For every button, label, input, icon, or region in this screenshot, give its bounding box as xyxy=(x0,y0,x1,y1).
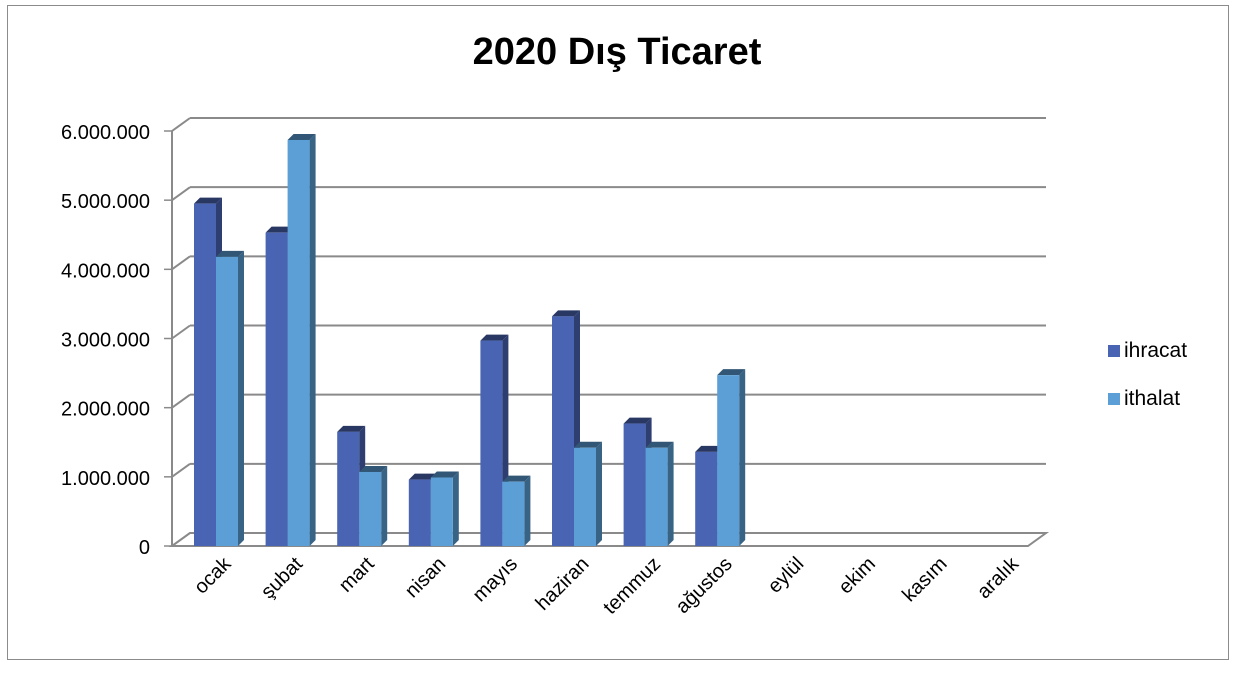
bar-side xyxy=(596,441,602,546)
x-tick-label: ekim xyxy=(835,553,880,598)
bar-front xyxy=(359,471,382,546)
bar-top xyxy=(337,425,366,432)
bar-front xyxy=(337,431,360,546)
legend-label: ihracat xyxy=(1124,339,1187,362)
bar-side xyxy=(667,441,674,546)
x-tick-label: eylül xyxy=(764,553,809,598)
bar-front xyxy=(287,139,310,546)
bar-front xyxy=(552,316,574,546)
y-axis-tick-labels: 0 1.000.000 2.000.000 3.000.000 4.000.000 5.0… xyxy=(61,122,150,559)
bar-ithalat-haziran xyxy=(574,441,602,546)
side-gridline xyxy=(171,117,191,132)
y-tick-label: 2.000.000 xyxy=(61,399,150,421)
bar-ithalat-mart xyxy=(359,465,388,546)
bar-ithalat-nisan xyxy=(430,471,459,546)
bar-top xyxy=(265,226,294,233)
bar-side xyxy=(309,133,316,546)
bar-side xyxy=(238,250,244,546)
bar-side xyxy=(739,369,746,546)
x-tick-label: mayıs xyxy=(469,553,522,606)
legend-item-ihracat: ihracat xyxy=(1108,339,1187,362)
bars xyxy=(194,133,746,547)
bar-front xyxy=(430,477,453,546)
bar-ithalat-ağustos xyxy=(717,369,746,546)
bar-front xyxy=(480,340,503,546)
bar-ithalat-şubat xyxy=(287,133,316,546)
bar-top xyxy=(623,417,652,424)
x-tick-label: aralık xyxy=(973,552,1024,603)
bar-top xyxy=(695,445,724,452)
gridlines xyxy=(164,117,1050,547)
x-tick-label: nisan xyxy=(401,553,450,602)
x-axis-tick-labels: ocak şubat mart nisan mayıs haziran temmuz ağus… xyxy=(190,552,1024,619)
legend-label: ithalat xyxy=(1124,387,1180,410)
bar-front xyxy=(645,447,668,546)
bar-top xyxy=(645,441,674,448)
x-tick-label: temmuz xyxy=(599,553,665,619)
bar-top xyxy=(216,250,244,257)
bar-top xyxy=(408,473,437,480)
side-gridline xyxy=(171,393,191,409)
legend-swatch xyxy=(1108,345,1120,357)
y-tick-label: 3.000.000 xyxy=(61,330,150,352)
bar-top xyxy=(717,369,746,376)
legend-swatch xyxy=(1108,393,1120,405)
bar-front xyxy=(623,423,646,546)
bar-top xyxy=(194,197,222,204)
x-tick-label: şubat xyxy=(257,553,307,603)
bar-front xyxy=(194,203,216,546)
bar-front xyxy=(717,375,740,546)
legend: ihracat ithalat xyxy=(1108,339,1187,410)
y-tick-label: 4.000.000 xyxy=(61,260,150,282)
bar-front xyxy=(265,232,288,547)
side-gridline xyxy=(171,463,191,478)
x-tick-label: haziran xyxy=(532,553,594,615)
bar-ithalat-mayıs xyxy=(502,475,531,546)
chart-floor xyxy=(168,532,1050,547)
bar-ithalat-ocak xyxy=(216,250,244,546)
y-tick-label: 6.000.000 xyxy=(61,122,150,144)
y-tick-label: 5.000.000 xyxy=(61,191,150,213)
bar-top xyxy=(552,310,580,317)
legend-item-ithalat: ithalat xyxy=(1108,387,1180,410)
bar-top xyxy=(574,441,602,448)
x-tick-label: kasım xyxy=(898,553,951,606)
bar-side xyxy=(524,475,531,546)
bar-front xyxy=(502,481,525,546)
bar-top xyxy=(480,334,509,341)
bar-front xyxy=(408,479,431,546)
bar-side xyxy=(452,471,459,546)
y-tick-label: 1.000.000 xyxy=(61,468,150,490)
x-tick-label: mart xyxy=(335,553,379,597)
side-gridline xyxy=(171,255,191,271)
x-tick-label: ağustos xyxy=(672,553,737,618)
y-tick-label: 0 xyxy=(139,537,150,559)
bar-top xyxy=(359,465,388,472)
bar-ithalat-temmuz xyxy=(645,441,674,546)
side-gridline xyxy=(171,324,191,340)
bar-top xyxy=(502,475,531,482)
side-gridline xyxy=(171,186,191,201)
bar-front xyxy=(574,447,596,546)
bar-front xyxy=(695,451,718,546)
bar-side xyxy=(381,465,388,546)
bar-front xyxy=(216,256,238,546)
bar-top xyxy=(287,133,316,140)
x-tick-label: ocak xyxy=(190,552,236,598)
chart-title: 2020 Dış Ticaret xyxy=(473,31,762,73)
bar-top xyxy=(430,471,459,478)
